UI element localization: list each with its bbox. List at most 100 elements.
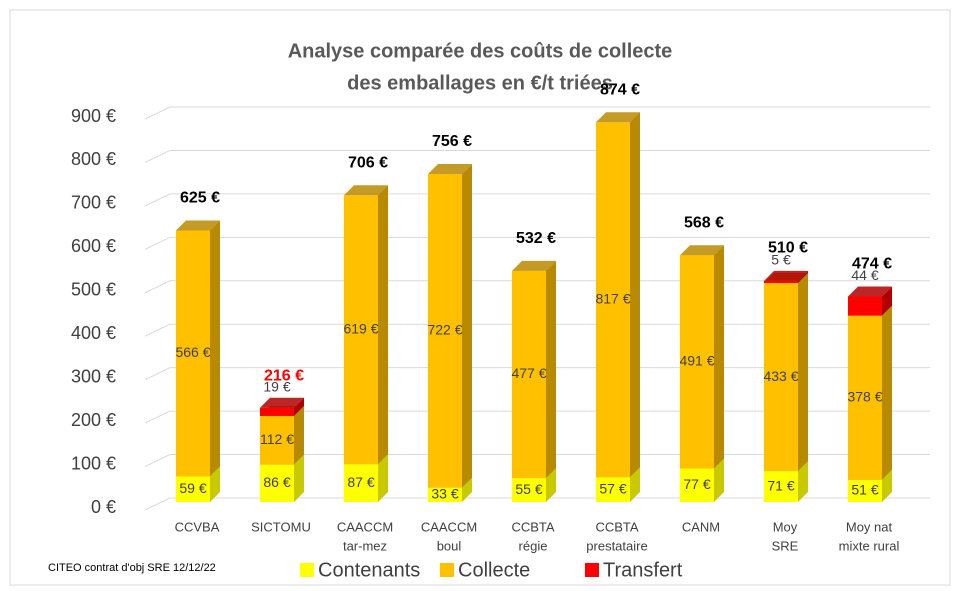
grid-line: [144, 323, 930, 337]
x-tick-label: boul: [437, 538, 462, 553]
legend-swatch: [440, 563, 454, 577]
bar-side: [462, 477, 472, 502]
x-tick-label: CAACCM: [421, 519, 477, 534]
bar-segment: [764, 273, 808, 472]
y-tick-label: 200 €: [71, 410, 116, 430]
bar-segment: [344, 185, 388, 465]
bar-front: [596, 122, 630, 478]
y-tick-label: 100 €: [71, 453, 116, 473]
grid-line: [144, 280, 930, 294]
bar-front: [848, 315, 882, 480]
bar-front: [344, 195, 378, 465]
bar-top: [428, 163, 472, 174]
bar-side: [462, 163, 472, 488]
bar-front: [848, 479, 882, 502]
value-label: 55 €: [515, 481, 542, 497]
grid-line: [144, 454, 930, 468]
bar-segment: [428, 163, 472, 488]
y-tick-label: 600 €: [71, 236, 116, 256]
bar-front: [260, 415, 294, 465]
bar-segment: [596, 112, 640, 478]
bar-side: [210, 220, 220, 477]
grid-line: [144, 410, 930, 424]
x-tick-label: CAACCM: [337, 519, 393, 534]
grid-line: [144, 497, 930, 511]
bar-front: [176, 476, 210, 502]
bar-front: [848, 296, 882, 316]
x-tick-label: prestataire: [586, 538, 647, 553]
total-label: 625 €: [180, 190, 220, 207]
total-label: 474 €: [852, 255, 892, 272]
grid-line: [144, 367, 930, 381]
y-tick-label: 700 €: [71, 193, 116, 213]
total-label: 510 €: [768, 240, 808, 257]
bar-side: [294, 405, 304, 465]
bar-segment: [512, 260, 556, 479]
bar-segment: [848, 286, 892, 316]
bar-top: [176, 220, 220, 231]
value-label: 87 €: [347, 474, 374, 490]
value-label: 59 €: [179, 480, 206, 496]
value-label: 33 €: [431, 486, 458, 502]
bar-front: [764, 280, 798, 284]
bar-side: [798, 270, 808, 284]
value-label: 491 €: [679, 353, 714, 369]
chart-border: [9, 9, 951, 586]
x-tick-label: tar-mez: [343, 538, 387, 553]
value-label: 51 €: [851, 482, 878, 498]
value-label: 44 €: [851, 267, 878, 283]
bar-front: [764, 471, 798, 502]
bar-side: [630, 467, 640, 502]
grid-line: [144, 236, 930, 250]
bar-segment: [176, 220, 220, 477]
total-label: 532 €: [516, 230, 556, 247]
bar-side: [546, 260, 556, 479]
x-tick-label: CANM: [682, 519, 720, 534]
legend-swatch: [585, 563, 599, 577]
bar-segment: [260, 397, 304, 416]
total-label: 706 €: [348, 155, 388, 172]
legend-swatch: [300, 563, 314, 577]
bar-side: [714, 245, 724, 469]
value-label: 433 €: [763, 368, 798, 384]
y-tick-label: 400 €: [71, 323, 116, 343]
value-label: 71 €: [767, 477, 794, 493]
value-label: 566 €: [175, 344, 210, 360]
chart-title: des emballages en €/t triées: [347, 72, 613, 94]
bar-side: [294, 397, 304, 416]
value-label: 112 €: [260, 431, 294, 447]
grid-line: [144, 193, 930, 207]
bar-side: [294, 454, 304, 502]
value-label: 722 €: [427, 322, 462, 338]
legend-label: Transfert: [603, 559, 683, 581]
total-label: 874 €: [600, 82, 640, 99]
legend-label: Collecte: [458, 559, 530, 581]
bar-side: [630, 112, 640, 478]
total-label: 216 €: [264, 367, 304, 384]
value-label: 86 €: [263, 474, 290, 490]
bar-side: [378, 454, 388, 502]
bar-side: [546, 468, 556, 502]
bar-front: [344, 464, 378, 502]
x-tick-label: CCBTA: [511, 519, 554, 534]
bar-side: [714, 458, 724, 502]
x-tick-label: Moy nat: [846, 519, 893, 534]
x-tick-label: CCVBA: [175, 519, 220, 534]
bar-top: [596, 112, 640, 123]
source-note: CITEO contrat d'obj SRE 12/12/22: [48, 562, 216, 574]
value-label: 77 €: [683, 476, 710, 492]
chart-title: Analyse comparée des coûts de collecte: [288, 40, 673, 62]
value-label: 5 €: [771, 252, 791, 268]
bar-front: [512, 478, 546, 502]
bar-side: [378, 185, 388, 465]
value-label: 378 €: [847, 388, 882, 404]
x-tick-label: SRE: [772, 538, 799, 553]
bar-front: [260, 407, 294, 416]
value-label: 817 €: [595, 290, 630, 306]
bar-front: [764, 283, 798, 472]
bar-top: [512, 260, 556, 271]
x-tick-label: mixte rural: [839, 538, 900, 553]
y-tick-label: 300 €: [71, 366, 116, 386]
bar-top: [260, 397, 304, 408]
bar-top: [344, 185, 388, 196]
